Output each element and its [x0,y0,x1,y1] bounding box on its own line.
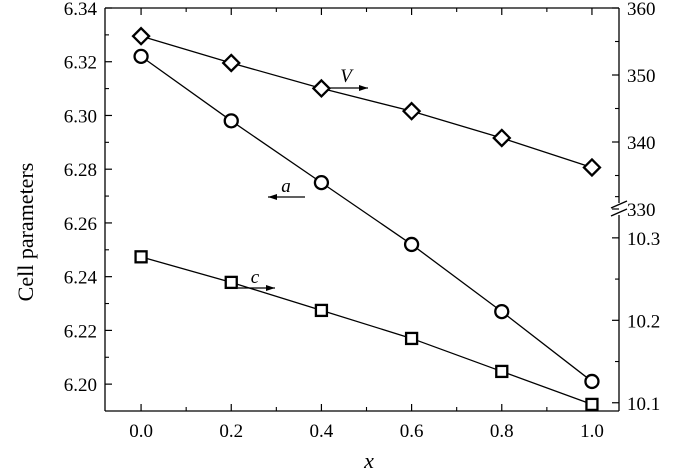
plot-frame [104,7,628,412]
left-tick-label: 6.34 [64,0,98,20]
left-tick-label: 6.22 [64,321,97,342]
left-tick-label: 6.24 [64,268,98,289]
series-label-a: a [281,176,291,197]
right-tick-label: 10.3 [627,229,660,250]
right-axis-ticks: 330 340 350 360 10.1 10.2 10.3 [612,0,660,415]
x-tick-label: 0.0 [129,421,153,442]
x-axis-label: x [363,448,374,473]
x-tick-label: 0.4 [310,421,334,442]
left-tick-label: 6.26 [64,214,97,235]
left-tick-label: 6.20 [64,375,97,396]
series-label-c: c [251,267,260,288]
right-tick-label: 330 [627,200,656,221]
data-point-V [131,26,151,46]
series-line-V [140,35,593,169]
data-point-a [223,113,239,129]
left-axis-ticks: 6.20 6.22 6.24 6.26 6.28 6.30 6.32 6.34 [64,0,112,396]
arrowhead-V [359,85,368,91]
right-tick-label: 340 [627,133,656,154]
data-point-V [582,157,602,178]
data-point-c [495,364,509,379]
arrowhead-c [266,285,275,291]
data-point-a [313,174,330,191]
data-point-a [403,236,420,253]
left-tick-label: 6.30 [64,106,97,127]
arrowhead-a [268,194,277,200]
axis-break-mark [610,208,628,217]
series-line-a [140,55,593,382]
axis-break-mark [610,200,628,209]
right-tick-label: 360 [627,0,656,20]
data-point-V [221,53,241,73]
left-tick-label: 6.28 [64,160,97,181]
series-labels: Va c [238,66,368,291]
data-point-c [585,397,599,412]
right-tick-label: 10.2 [627,311,660,332]
data-point-c [314,303,329,318]
data-point-V [311,78,332,99]
data-point-a [494,303,510,320]
series-label-V: V [340,66,354,87]
data-point-c [134,250,148,264]
x-tick-label: 1.0 [580,421,604,442]
x-tick-label: 0.6 [400,421,424,442]
x-axis-ticks: 0.0 0.2 0.4 0.6 0.8 1.0 [129,8,604,442]
y-axis-label: Cell parameters [13,163,38,302]
left-tick-label: 6.32 [64,53,97,74]
right-tick-label: 10.1 [627,394,660,415]
x-tick-label: 0.8 [490,421,514,442]
data-point-a [584,373,600,390]
data-point-a [133,48,149,65]
series-layer [131,26,602,412]
data-point-V [401,101,422,121]
data-point-V [492,128,512,148]
data-point-c [404,331,419,346]
data-point-c [224,275,238,290]
x-tick-label: 0.2 [219,421,243,442]
right-tick-label: 350 [627,66,656,87]
series-line-c [140,256,593,406]
